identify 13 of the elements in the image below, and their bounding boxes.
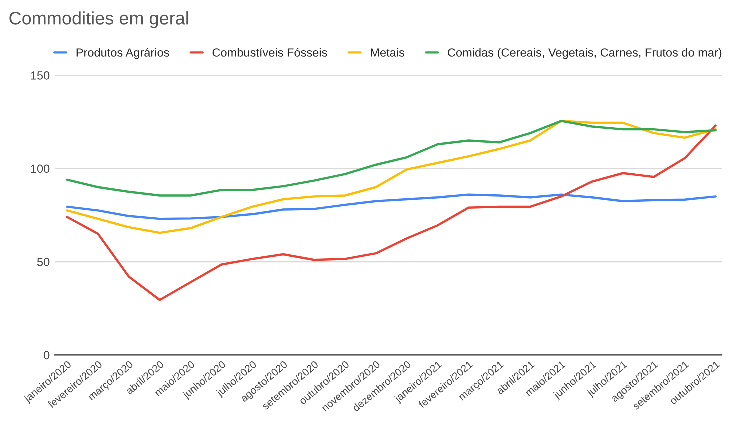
y-tick-label: 0 [44, 351, 50, 360]
legend-label: Metais [371, 48, 405, 57]
legend-label: Produtos Agrários [76, 48, 170, 60]
y-tick-label: 50 [37, 258, 50, 266]
legend-label: Combustíveis Fósseis [212, 48, 328, 57]
line-series [66, 194, 717, 220]
legend-label: Comidas (Cereais, Vegetais, Carnes, Frutos do mar) [448, 48, 722, 60]
line-series [66, 120, 717, 234]
y-tick-label: 100 [31, 164, 50, 174]
line-series [66, 124, 717, 302]
line-series [66, 120, 717, 197]
chart-title: Commodities em geral [10, 12, 188, 28]
y-tick-label: 150 [31, 72, 50, 80]
